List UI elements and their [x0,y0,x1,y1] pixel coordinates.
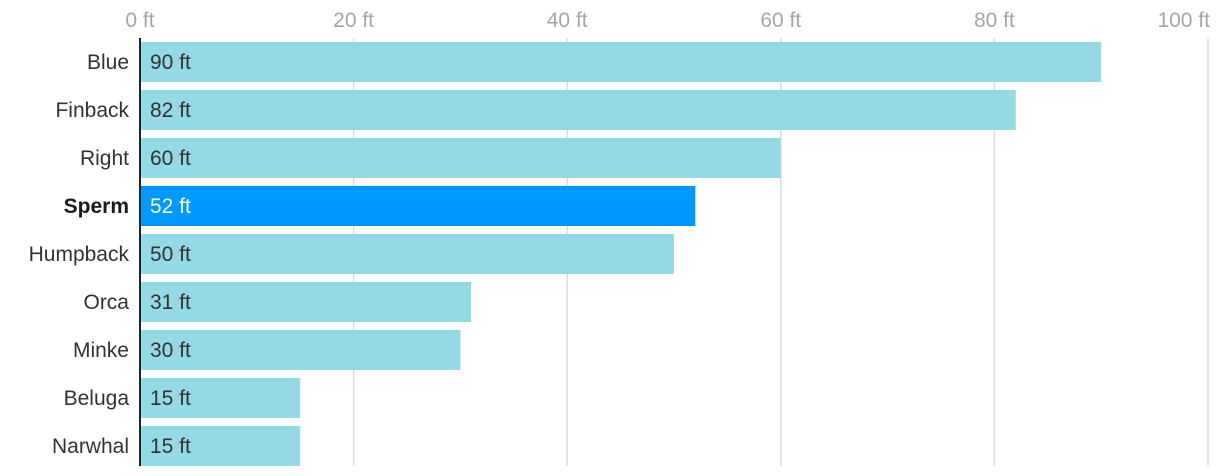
x-tick-label: 40 ft [547,9,588,32]
value-label-beluga: 15 ft [150,387,191,410]
value-label-minke: 30 ft [150,339,191,362]
category-label-narwhal: Narwhal [52,435,129,458]
category-label-sperm: Sperm [64,195,129,218]
bar-blue [140,42,1102,82]
category-label-orca: Orca [83,291,129,314]
bar-sperm [140,186,696,226]
bar-humpback [140,234,674,274]
value-label-humpback: 50 ft [150,243,191,266]
bars [140,42,1102,466]
category-label-right: Right [80,147,129,170]
category-label-minke: Minke [73,339,129,362]
x-tick-label: 20 ft [333,9,374,32]
x-tick-label: 100 ft [1157,9,1210,32]
value-label-narwhal: 15 ft [150,435,191,458]
value-label-blue: 90 ft [150,51,191,74]
x-tick-label: 80 ft [974,9,1015,32]
value-label-finback: 82 ft [150,99,191,122]
bar-beluga [140,378,301,418]
category-labels: Blue Finback Right Sperm Humpback Orca Minke Be… [29,51,130,458]
bar-right [140,138,781,178]
bar-minke [140,330,461,370]
value-label-right: 60 ft [150,147,191,170]
category-label-blue: Blue [87,51,129,74]
x-tick-label: 0 ft [125,9,154,32]
x-tick-label: 60 ft [760,9,801,32]
category-label-humpback: Humpback [29,243,130,266]
bar-finback [140,90,1016,130]
value-label-sperm: 52 ft [150,195,191,218]
x-axis-ticks: 0 ft 20 ft 40 ft 60 ft 80 ft 100 ft [125,9,1210,32]
value-label-orca: 31 ft [150,291,191,314]
bar-narwhal [140,426,301,466]
bar-orca [140,282,472,322]
value-labels: 90 ft 82 ft 60 ft 52 ft 50 ft 31 ft 30 ft 15 ft… [150,51,191,458]
category-label-beluga: Beluga [64,387,130,410]
category-label-finback: Finback [55,99,129,122]
